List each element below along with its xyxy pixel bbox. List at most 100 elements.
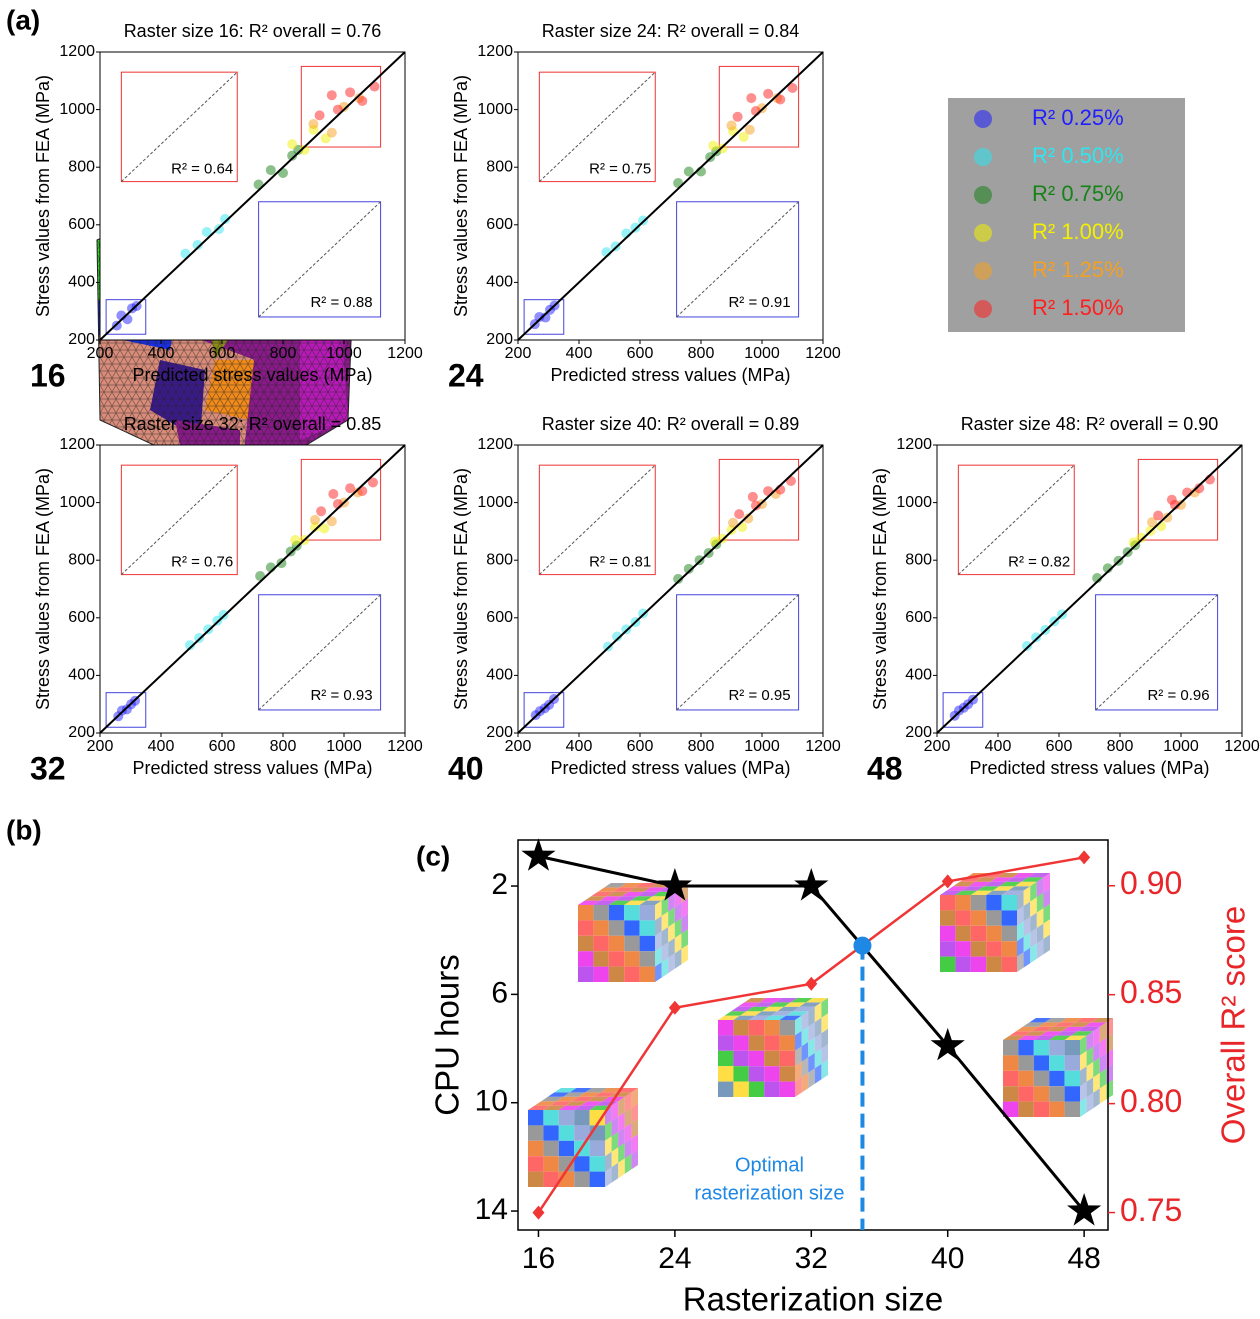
legend-label: R² 0.50% bbox=[1032, 143, 1124, 168]
voxel-cell bbox=[559, 1141, 574, 1156]
plot-title: Raster size 48: R² overall = 0.90 bbox=[961, 414, 1219, 434]
point bbox=[357, 96, 367, 106]
y-tick-label: 800 bbox=[68, 551, 95, 568]
x-tick-label: 600 bbox=[627, 345, 654, 362]
voxel-cell bbox=[780, 1051, 795, 1066]
voxel-cell bbox=[593, 967, 608, 982]
voxel-cell bbox=[955, 910, 970, 925]
voxel-cell bbox=[764, 1051, 779, 1066]
voxel-cell bbox=[971, 941, 986, 956]
x-tick-label: 1200 bbox=[1224, 738, 1260, 755]
voxel-cell bbox=[1049, 1055, 1064, 1070]
legend-label: R² 1.00% bbox=[1032, 219, 1124, 244]
y-tick-label: 400 bbox=[486, 667, 513, 684]
voxel-cell bbox=[780, 1066, 795, 1081]
voxel-cell bbox=[955, 926, 970, 941]
x-axis-label: Predicted stress values (MPa) bbox=[132, 758, 372, 778]
voxel-cell bbox=[609, 936, 624, 951]
y-tick-label: 600 bbox=[68, 609, 95, 626]
point bbox=[327, 128, 337, 138]
voxel-cell bbox=[749, 1066, 764, 1081]
y-tick-label: 14 bbox=[475, 1193, 508, 1226]
voxel-cell bbox=[1018, 1086, 1033, 1101]
diamond-marker bbox=[805, 977, 817, 991]
point bbox=[315, 110, 325, 120]
legend-marker bbox=[974, 110, 992, 128]
y-axis-label: CPU hours bbox=[429, 954, 466, 1115]
legend-marker bbox=[974, 186, 992, 204]
star-marker bbox=[794, 868, 828, 901]
voxel-cell bbox=[574, 1110, 589, 1125]
voxel-cell bbox=[624, 920, 639, 935]
point bbox=[748, 492, 758, 502]
voxel-cell bbox=[1049, 1086, 1064, 1101]
x-tick-label: 600 bbox=[209, 738, 236, 755]
voxel-cell bbox=[955, 895, 970, 910]
voxel-cell bbox=[764, 1066, 779, 1081]
voxel-cell bbox=[780, 1035, 795, 1050]
voxel-cell bbox=[624, 967, 639, 982]
point bbox=[763, 89, 773, 99]
y2-axis-label: Overall R² score bbox=[1215, 906, 1252, 1144]
y-tick-label: 1000 bbox=[477, 101, 513, 118]
voxel-cell bbox=[1034, 1055, 1049, 1070]
diamond-marker bbox=[1078, 850, 1090, 864]
y-tick-label: 400 bbox=[486, 274, 513, 291]
x-axis-label: Rasterization size bbox=[683, 1281, 943, 1318]
voxel-cell bbox=[574, 1156, 589, 1171]
y-tick-label: 400 bbox=[68, 274, 95, 291]
x-tick-label: 1000 bbox=[326, 345, 362, 362]
voxel-cell bbox=[559, 1110, 574, 1125]
voxel-cell bbox=[1065, 1055, 1080, 1070]
y-tick-label: 400 bbox=[905, 667, 932, 684]
point bbox=[345, 483, 355, 493]
voxel-cell bbox=[609, 920, 624, 935]
legend-label: R² 1.25% bbox=[1032, 257, 1124, 282]
legend-label: R² 1.50% bbox=[1032, 295, 1124, 320]
y2-tick-label: 0.85 bbox=[1120, 974, 1182, 1010]
voxel-cell bbox=[1018, 1071, 1033, 1086]
voxel-cell bbox=[609, 905, 624, 920]
x-tick-label: 600 bbox=[1046, 738, 1073, 755]
panel-label: (c) bbox=[416, 840, 450, 871]
voxel-cell bbox=[1002, 895, 1017, 910]
plot-title: Raster size 40: R² overall = 0.89 bbox=[542, 414, 800, 434]
y-tick-label: 1200 bbox=[477, 436, 513, 453]
voxel-cell bbox=[528, 1141, 543, 1156]
voxel-cell bbox=[733, 1020, 748, 1035]
voxel-cell bbox=[1049, 1102, 1064, 1117]
voxel-cell bbox=[1018, 1102, 1033, 1117]
plot-title: Raster size 32: R² overall = 0.85 bbox=[124, 414, 382, 434]
voxel-cell bbox=[640, 951, 655, 966]
x-tick-label: 400 bbox=[148, 345, 175, 362]
voxel-cell bbox=[940, 957, 955, 972]
y-tick-label: 800 bbox=[486, 158, 513, 175]
point bbox=[266, 165, 276, 175]
y-tick-label: 1200 bbox=[59, 43, 95, 60]
voxel-cell bbox=[640, 936, 655, 951]
x-tick-label: 600 bbox=[627, 738, 654, 755]
x-axis-label: Predicted stress values (MPa) bbox=[550, 365, 790, 385]
point bbox=[345, 87, 355, 97]
voxel-cell bbox=[1034, 1040, 1049, 1055]
voxel-cell bbox=[749, 1082, 764, 1097]
voxel-cell bbox=[1003, 1055, 1018, 1070]
x-tick-label: 16 bbox=[522, 1242, 555, 1275]
y-tick-label: 600 bbox=[905, 609, 932, 626]
inset-label: R² = 0.96 bbox=[1147, 687, 1209, 704]
voxel-cell bbox=[640, 967, 655, 982]
y-axis-label: Stress values from FEA (MPa) bbox=[870, 468, 890, 710]
voxel-cell bbox=[1049, 1071, 1064, 1086]
voxel-cell bbox=[1002, 957, 1017, 972]
voxel-cell bbox=[574, 1172, 589, 1187]
voxel-cell bbox=[955, 941, 970, 956]
x-tick-label: 400 bbox=[566, 738, 593, 755]
x-tick-label: 600 bbox=[209, 345, 236, 362]
voxel-cell bbox=[1018, 1055, 1033, 1070]
x-tick-label: 800 bbox=[270, 345, 297, 362]
x-tick-label: 1000 bbox=[744, 738, 780, 755]
voxel-cell bbox=[733, 1051, 748, 1066]
voxel-cell bbox=[624, 936, 639, 951]
y-tick-label: 2 bbox=[491, 868, 508, 901]
x-axis-label: Predicted stress values (MPa) bbox=[969, 758, 1209, 778]
